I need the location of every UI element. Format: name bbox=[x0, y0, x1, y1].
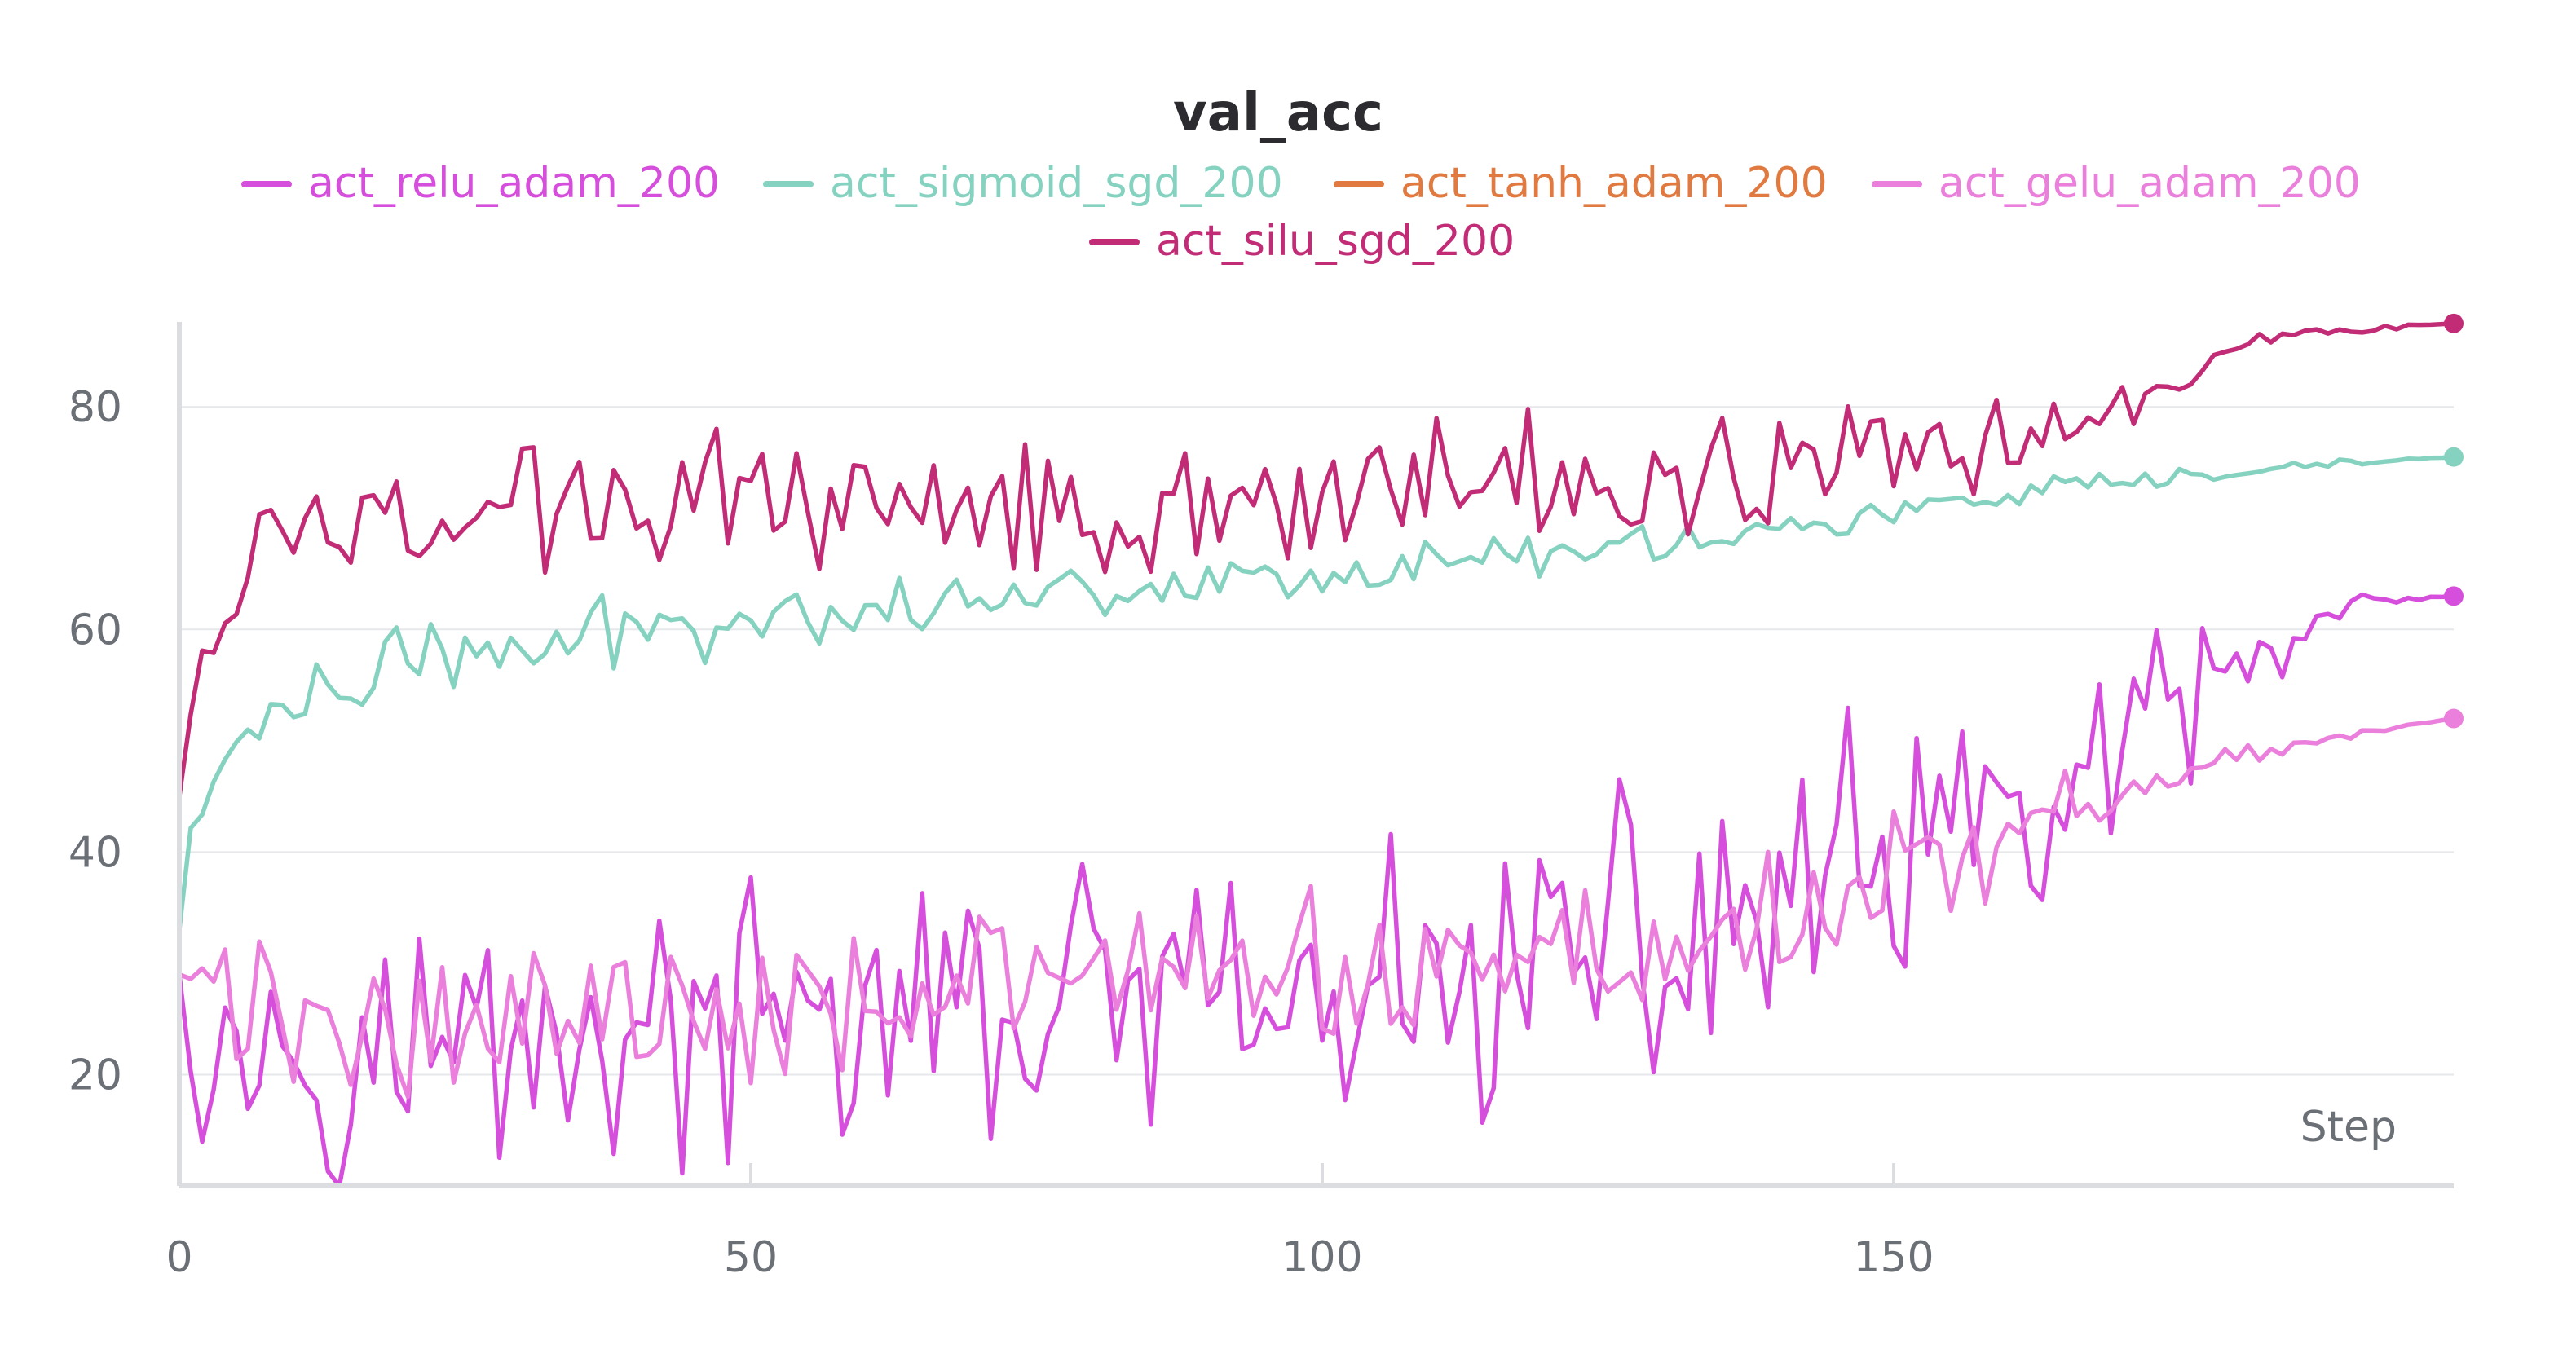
legend-label: act_tanh_adam_200 bbox=[1400, 159, 1828, 208]
series-endpoint-act_silu_sgd_200 bbox=[2444, 313, 2464, 333]
legend-label: act_sigmoid_sgd_200 bbox=[830, 159, 1283, 208]
y-tick-label: 40 bbox=[68, 828, 122, 877]
y-tick-label: 20 bbox=[68, 1051, 122, 1100]
grid-lines bbox=[179, 406, 2454, 1076]
series-endpoint-act_sigmoid_sgd_200 bbox=[2444, 447, 2464, 467]
series-endpoint-act_gelu_adam_200 bbox=[2444, 708, 2464, 729]
x-tick-label: 100 bbox=[1281, 1233, 1362, 1282]
y-tick-label: 60 bbox=[68, 606, 122, 654]
series-line-act_gelu_adam_200 bbox=[179, 716, 2455, 1100]
series-line-act_relu_adam_200 bbox=[177, 592, 2455, 1188]
legend-label: act_relu_adam_200 bbox=[308, 159, 720, 208]
plot-area bbox=[177, 313, 2464, 1188]
legend-label: act_gelu_adam_200 bbox=[1939, 159, 2361, 208]
x-axis-label: Step bbox=[2300, 1103, 2397, 1152]
y-tick-label: 80 bbox=[68, 383, 122, 432]
axes: 20 40 60 80 0 50 100 150 bbox=[68, 322, 2454, 1282]
series-endpoint-act_relu_adam_200 bbox=[2444, 586, 2464, 606]
series-line-act_sigmoid_sgd_200 bbox=[177, 454, 2455, 931]
chart-legend: act_relu_adam_200 act_sigmoid_sgd_200 act_… bbox=[241, 159, 2361, 266]
legend-label: act_silu_sgd_200 bbox=[1156, 217, 1515, 266]
x-tick-label: 0 bbox=[165, 1233, 192, 1282]
series-line-act_silu_sgd_200 bbox=[177, 321, 2455, 797]
x-tick-label: 50 bbox=[724, 1233, 778, 1282]
chart-title: val_acc bbox=[1173, 83, 1383, 143]
x-tick-label: 150 bbox=[1853, 1233, 1934, 1282]
